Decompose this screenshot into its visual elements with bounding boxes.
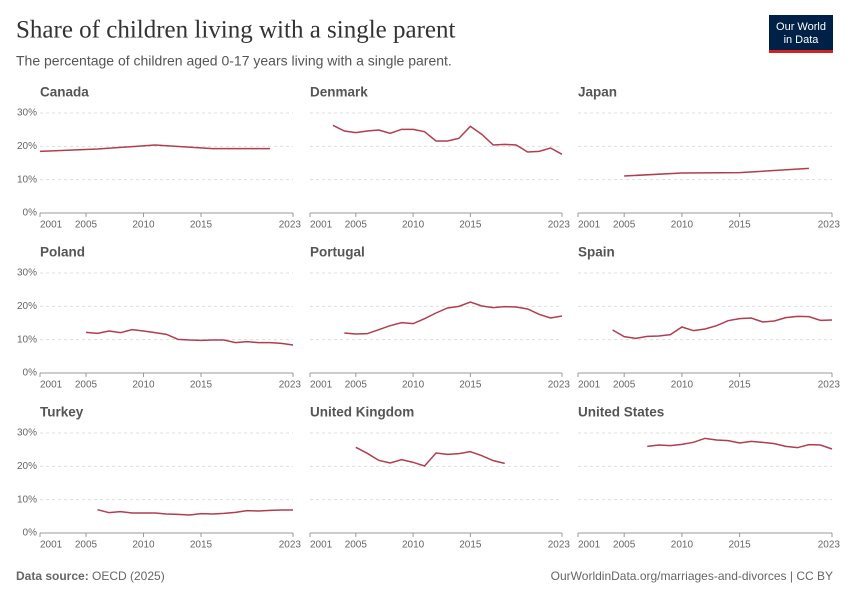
x-tick-label: 2015 <box>459 540 482 551</box>
x-tick-label: 2005 <box>75 380 98 391</box>
x-tick-label: 2015 <box>729 540 752 551</box>
x-tick-label: 2015 <box>190 380 213 391</box>
x-tick-label: 2015 <box>459 380 482 391</box>
logo-underline <box>769 50 833 53</box>
x-tick-label: 2010 <box>402 540 425 551</box>
x-tick-label: 2010 <box>671 380 694 391</box>
x-tick-label: 2005 <box>613 380 636 391</box>
x-tick-label: 2023 <box>818 220 841 231</box>
x-tick-label: 2010 <box>132 540 155 551</box>
y-tick-label: 10% <box>17 494 37 505</box>
x-tick-label: 2005 <box>345 380 368 391</box>
data-line <box>612 315 833 340</box>
y-tick-label: 30% <box>17 428 37 439</box>
y-tick-label: 0% <box>23 368 38 379</box>
data-line <box>355 446 505 467</box>
panel-title: Japan <box>578 85 617 100</box>
panel-title: Denmark <box>310 85 368 100</box>
y-tick-label: 30% <box>17 108 37 119</box>
x-tick-label: 2015 <box>190 540 213 551</box>
source: OECD (2025) <box>92 569 165 583</box>
panel-title: United States <box>578 405 664 420</box>
footer-link[interactable]: OurWorldinData.org/marriages-and-divorce… <box>551 569 833 583</box>
y-tick-label: 20% <box>17 461 37 472</box>
x-tick-label: 2005 <box>75 220 98 231</box>
x-tick-label: 2001 <box>40 540 63 551</box>
logo-text: in Data <box>784 34 820 46</box>
y-tick-label: 20% <box>17 141 37 152</box>
data-line <box>624 167 809 177</box>
x-tick-label: 2001 <box>578 380 601 391</box>
x-tick-label: 2015 <box>190 220 213 231</box>
x-tick-label: 2015 <box>729 220 752 231</box>
panel-title: Poland <box>40 245 85 260</box>
x-tick-label: 2001 <box>310 380 333 391</box>
y-tick-label: 10% <box>17 334 37 345</box>
x-tick-label: 2023 <box>548 540 571 551</box>
x-tick-label: 2005 <box>613 220 636 231</box>
y-tick-label: 20% <box>17 301 37 312</box>
panel-title: Spain <box>578 245 615 260</box>
x-tick-label: 2023 <box>548 380 571 391</box>
y-tick-label: 10% <box>17 174 37 185</box>
x-tick-label: 2023 <box>279 540 302 551</box>
x-tick-label: 2023 <box>279 220 302 231</box>
data-line <box>85 328 294 346</box>
data-line <box>97 508 293 516</box>
panel-title: Canada <box>40 85 89 100</box>
panel-title: Portugal <box>310 245 365 260</box>
logo[interactable] <box>769 15 833 50</box>
x-tick-label: 2015 <box>459 220 482 231</box>
x-tick-label: 2010 <box>402 380 425 391</box>
x-tick-label: 2001 <box>310 540 333 551</box>
x-tick-label: 2023 <box>818 380 841 391</box>
y-tick-label: 30% <box>17 268 37 279</box>
x-tick-label: 2023 <box>279 380 302 391</box>
x-tick-label: 2001 <box>310 220 333 231</box>
x-tick-label: 2005 <box>345 220 368 231</box>
x-tick-label: 2005 <box>345 540 368 551</box>
y-tick-label: 0% <box>23 528 38 539</box>
x-tick-label: 2023 <box>818 540 841 551</box>
x-tick-label: 2010 <box>671 540 694 551</box>
logo-text: Our World <box>776 21 826 33</box>
data-line <box>332 124 563 155</box>
x-tick-label: 2001 <box>578 540 601 551</box>
x-tick-label: 2001 <box>40 220 63 231</box>
x-tick-label: 2005 <box>613 540 636 551</box>
x-tick-label: 2023 <box>548 220 571 231</box>
x-tick-label: 2010 <box>132 220 155 231</box>
x-tick-label: 2010 <box>132 380 155 391</box>
panel-title: United Kingdom <box>310 405 414 420</box>
x-tick-label: 2001 <box>40 380 63 391</box>
x-tick-label: 2005 <box>75 540 98 551</box>
x-tick-label: 2010 <box>402 220 425 231</box>
x-tick-label: 2010 <box>671 220 694 231</box>
chart-subtitle: The percentage of children aged 0-17 yea… <box>16 53 452 69</box>
x-tick-label: 2015 <box>729 380 752 391</box>
data-line <box>39 144 270 153</box>
x-tick-label: 2001 <box>578 220 601 231</box>
data-line <box>344 301 563 335</box>
chart-title: Share of children living with a single p… <box>16 17 456 44</box>
y-tick-label: 0% <box>23 208 38 219</box>
data-line <box>647 437 833 450</box>
source-label: Data source: <box>16 569 89 583</box>
panel-title: Turkey <box>40 405 84 420</box>
